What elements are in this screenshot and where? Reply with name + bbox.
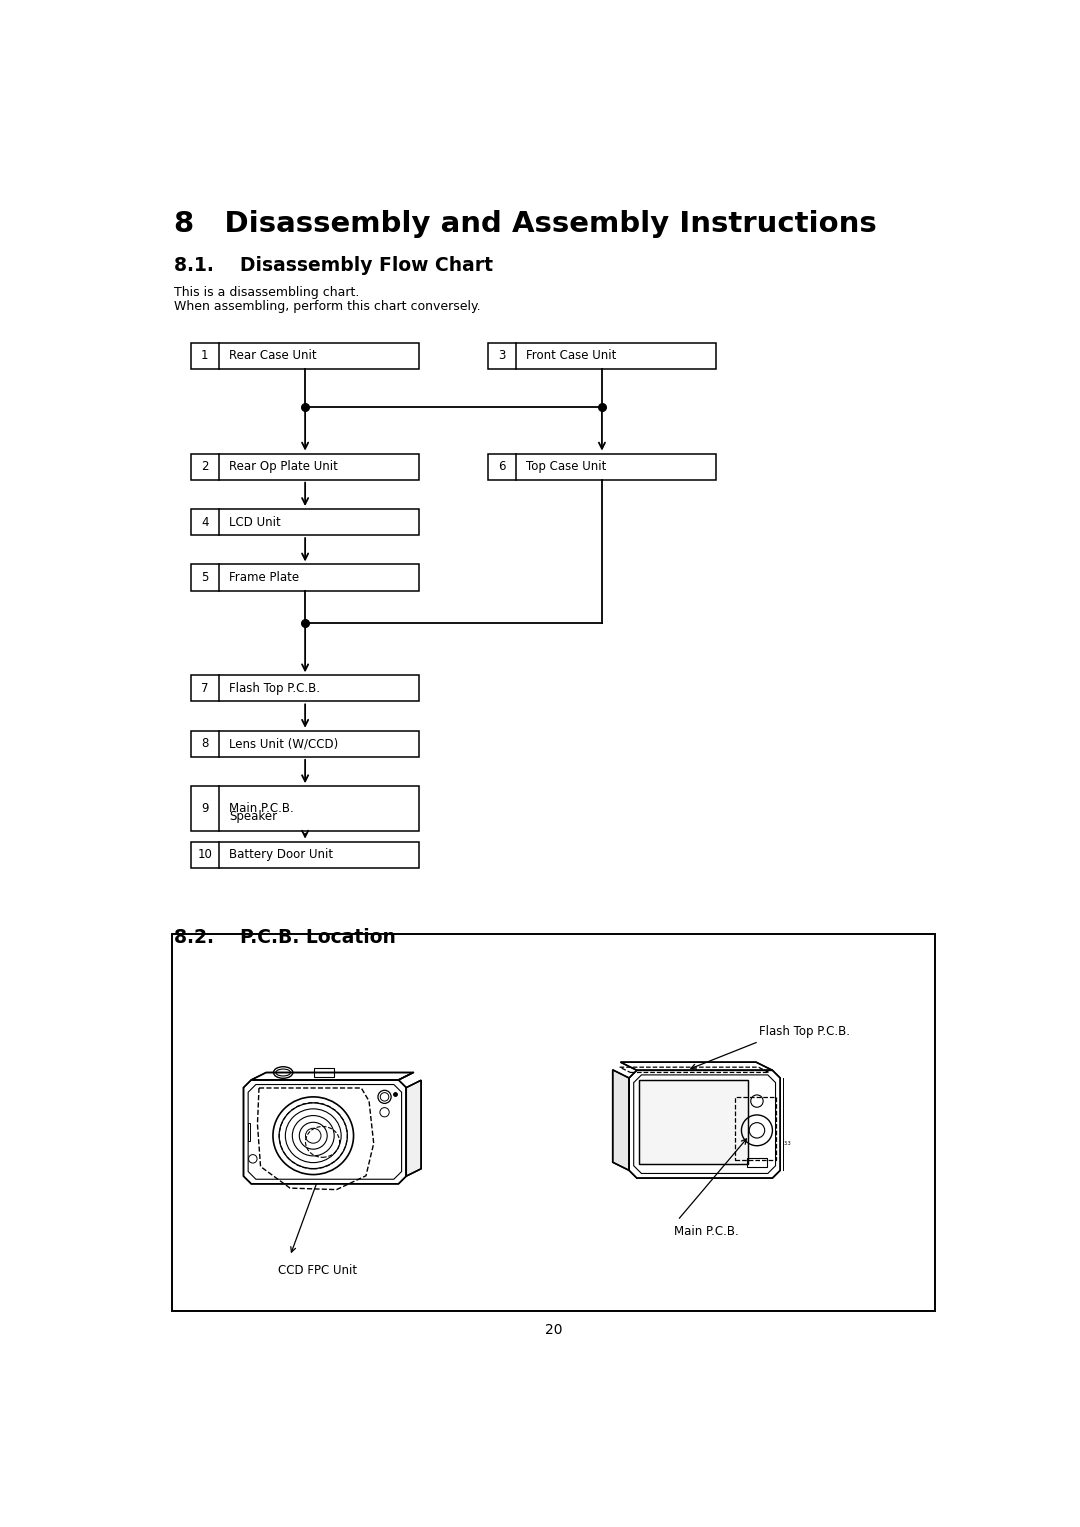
Bar xyxy=(191,342,419,370)
Text: Main P.C.B.: Main P.C.B. xyxy=(229,802,294,815)
Text: 3.3: 3.3 xyxy=(783,1141,791,1145)
Bar xyxy=(191,565,419,591)
Text: Rear Op Plate Unit: Rear Op Plate Unit xyxy=(229,460,338,473)
Bar xyxy=(191,731,419,757)
Polygon shape xyxy=(243,1080,406,1183)
Text: 6: 6 xyxy=(498,460,505,473)
Text: When assembling, perform this chart conversely.: When assembling, perform this chart conv… xyxy=(174,299,481,313)
Polygon shape xyxy=(406,1080,421,1176)
Text: Frame Plate: Frame Plate xyxy=(229,571,299,583)
Text: 8   Disassembly and Assembly Instructions: 8 Disassembly and Assembly Instructions xyxy=(174,211,877,238)
Text: Rear Case Unit: Rear Case Unit xyxy=(229,350,316,362)
Text: Flash Top P.C.B.: Flash Top P.C.B. xyxy=(759,1026,850,1038)
Bar xyxy=(191,675,419,701)
Text: Flash Top P.C.B.: Flash Top P.C.B. xyxy=(229,683,320,695)
Text: 8: 8 xyxy=(201,738,208,750)
Text: Lens Unit (W/CCD): Lens Unit (W/CCD) xyxy=(229,738,338,750)
Text: 7: 7 xyxy=(201,683,208,695)
Text: This is a disassembling chart.: This is a disassembling chart. xyxy=(174,286,360,299)
Text: CCD FPC Unit: CCD FPC Unit xyxy=(279,1264,357,1277)
Polygon shape xyxy=(612,1070,629,1170)
Bar xyxy=(488,342,716,370)
Text: Front Case Unit: Front Case Unit xyxy=(526,350,616,362)
Text: Battery Door Unit: Battery Door Unit xyxy=(229,847,333,861)
Polygon shape xyxy=(629,1070,780,1177)
Bar xyxy=(191,841,419,867)
Text: 3: 3 xyxy=(498,350,505,362)
Bar xyxy=(488,454,716,479)
Bar xyxy=(191,786,419,831)
Polygon shape xyxy=(639,1080,748,1164)
Text: Top Case Unit: Top Case Unit xyxy=(526,460,606,473)
Text: LCD Unit: LCD Unit xyxy=(229,516,281,528)
Text: 8.1.    Disassembly Flow Chart: 8.1. Disassembly Flow Chart xyxy=(174,257,492,275)
Polygon shape xyxy=(620,1063,772,1070)
Text: 10: 10 xyxy=(198,847,212,861)
Text: Main P.C.B.: Main P.C.B. xyxy=(674,1225,739,1238)
Bar xyxy=(191,454,419,479)
Bar xyxy=(191,508,419,534)
Polygon shape xyxy=(252,1072,414,1080)
Text: 5: 5 xyxy=(201,571,208,583)
Text: 2: 2 xyxy=(201,460,208,473)
Text: 9: 9 xyxy=(201,802,208,815)
Text: 20: 20 xyxy=(544,1324,563,1338)
Text: 1: 1 xyxy=(201,350,208,362)
Text: Speaker: Speaker xyxy=(229,809,276,823)
Text: 8.2.    P.C.B. Location: 8.2. P.C.B. Location xyxy=(174,928,395,947)
Bar xyxy=(172,935,935,1312)
Text: 4: 4 xyxy=(201,516,208,528)
